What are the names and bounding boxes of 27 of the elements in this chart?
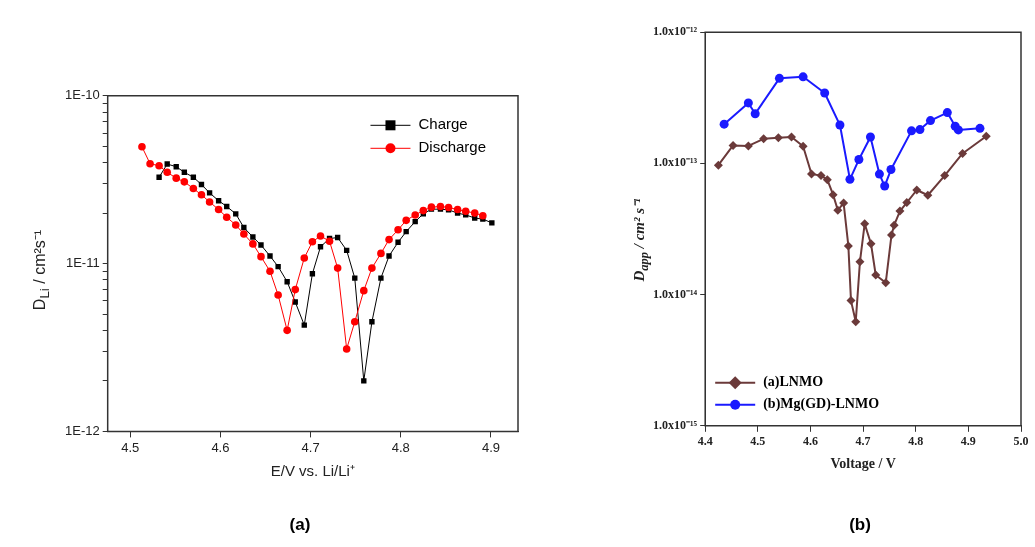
y-tick-label: 1E-10 [64, 87, 100, 103]
y-tick-label: 1.0x10⁻¹³ [652, 155, 698, 170]
y-tick-label: 1.0x10⁻¹⁴ [652, 286, 698, 301]
legend-label: Charge [418, 115, 468, 133]
y-tick-label: 1.0x10⁻¹⁵ [652, 417, 698, 432]
x-tick-label: 4.8 [391, 439, 410, 455]
text: (a) [289, 515, 311, 535]
legend-label: (a)LNMO [763, 374, 824, 391]
x-tick-label: 4.8 [908, 434, 924, 449]
y-tick-label: 1E-11 [65, 255, 100, 271]
x-tick-label: 4.4 [697, 434, 713, 449]
x-tick-label: 4.6 [211, 439, 230, 455]
x-tick-label: 4.9 [960, 434, 976, 449]
x-tick-label: 4.9 [481, 439, 500, 455]
x-tick-label: 4.5 [750, 434, 766, 449]
y-tick-label: 1.0x10⁻¹² [652, 24, 698, 39]
y-tick-label: 1E-12 [64, 422, 100, 438]
legend-label: (b)Mg(GD)-LNMO [763, 396, 880, 413]
x-tick-label: 4.6 [802, 434, 818, 449]
x-tick-label: 4.7 [301, 439, 320, 455]
x-axis-title: Voltage / V [830, 456, 896, 472]
x-tick-label: 5.0 [1013, 434, 1029, 449]
x-tick-label: 4.7 [855, 434, 871, 449]
text: (b) [849, 515, 871, 535]
x-tick-label: 4.5 [121, 439, 140, 455]
legend-label: Discharge [418, 138, 486, 156]
x-axis-title: E/V vs. Li/Li⁺ [270, 462, 355, 480]
